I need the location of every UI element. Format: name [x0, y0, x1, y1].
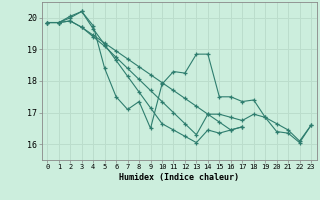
X-axis label: Humidex (Indice chaleur): Humidex (Indice chaleur)	[119, 173, 239, 182]
